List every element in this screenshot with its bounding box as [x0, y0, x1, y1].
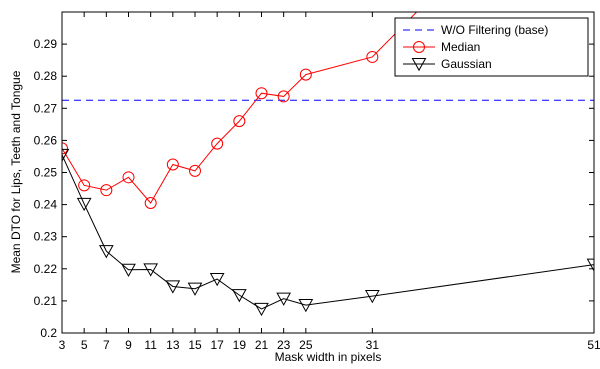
- y-tick-label: 0.22: [34, 262, 58, 276]
- data-point-median: [189, 164, 201, 177]
- y-tick-label: 0.24: [34, 198, 58, 212]
- y-tick-label: 0.28: [34, 69, 58, 83]
- data-point-gaussian: [121, 263, 136, 277]
- legend-marker: [413, 41, 425, 53]
- data-point-gaussian: [209, 273, 225, 287]
- y-tick-label: 0.21: [34, 294, 58, 308]
- x-tick-label: 25: [299, 338, 313, 352]
- x-tick-label: 11: [144, 338, 157, 352]
- data-point-median: [366, 50, 379, 63]
- data-point-median: [299, 68, 312, 81]
- y-tick-label: 0.29: [34, 37, 58, 51]
- data-point-gaussian: [586, 258, 594, 272]
- x-tick-label: 19: [233, 338, 247, 352]
- data-point-gaussian: [187, 282, 203, 296]
- data-point-gaussian: [143, 263, 159, 277]
- data-point-gaussian: [165, 280, 181, 294]
- x-tick-label: 31: [366, 338, 380, 352]
- y-tick-label: 0.25: [34, 166, 58, 180]
- data-point-median: [211, 137, 224, 150]
- y-tick-label: 0.23: [34, 230, 58, 244]
- data-point-median: [166, 158, 179, 171]
- x-tick-label: 7: [103, 338, 110, 352]
- x-tick-label: 5: [81, 338, 88, 352]
- x-tick-label: 21: [255, 338, 269, 352]
- data-point-gaussian: [62, 148, 70, 163]
- x-tick-label: 9: [125, 338, 132, 352]
- x-tick-label: 51: [587, 338, 600, 352]
- legend-label: W/O Filtering (base): [441, 23, 548, 37]
- data-point-median: [62, 142, 68, 155]
- y-tick-label: 0.27: [34, 101, 58, 115]
- y-tick-label: 0.26: [34, 133, 58, 147]
- data-point-gaussian: [98, 245, 114, 259]
- data-point-median: [233, 115, 246, 128]
- x-tick-label: 15: [188, 338, 202, 352]
- legend-marker: [411, 57, 427, 72]
- x-tick-label: 17: [210, 338, 224, 352]
- data-point-gaussian: [76, 197, 92, 212]
- legend-label: Gaussian: [441, 57, 492, 71]
- data-point-median: [122, 171, 135, 184]
- legend-label: Median: [441, 40, 480, 54]
- x-axis-label: Mask width in pixels: [275, 350, 382, 364]
- data-point-gaussian: [364, 290, 380, 304]
- y-tick-label: 0.2: [40, 326, 57, 340]
- data-point-median: [100, 184, 113, 197]
- data-point-gaussian: [231, 289, 247, 303]
- data-point-gaussian: [276, 292, 292, 306]
- data-point-median: [144, 196, 157, 209]
- data-point-median: [277, 90, 290, 103]
- x-tick-label: 3: [59, 338, 66, 352]
- x-tick-label: 23: [277, 338, 291, 352]
- y-axis-label: Mean DTO for Lips, Teeth and Tongue: [9, 70, 23, 273]
- data-point-gaussian: [298, 299, 314, 313]
- data-point-median: [78, 179, 91, 192]
- data-point-gaussian: [254, 302, 269, 317]
- data-point-median: [255, 87, 268, 100]
- x-tick-label: 13: [166, 338, 180, 352]
